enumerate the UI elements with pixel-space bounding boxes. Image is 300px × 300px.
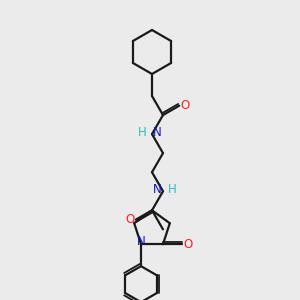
Text: O: O	[181, 99, 190, 112]
Text: O: O	[183, 238, 192, 251]
Text: O: O	[125, 213, 134, 226]
Text: H: H	[138, 126, 147, 139]
Text: N: N	[136, 235, 146, 248]
Text: N: N	[153, 183, 162, 196]
Text: N: N	[153, 126, 162, 139]
Text: H: H	[168, 183, 177, 196]
